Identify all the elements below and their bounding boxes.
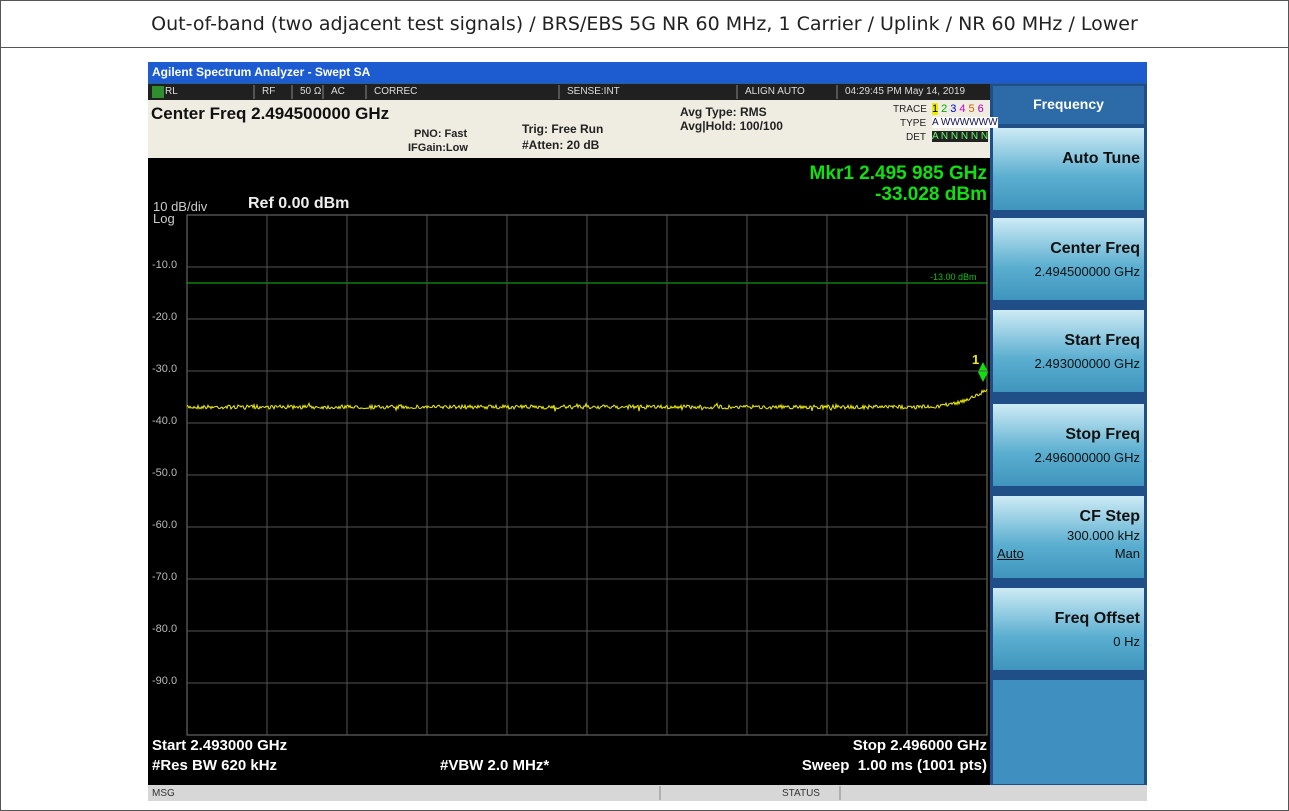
trace-number: 4 <box>959 103 966 115</box>
scale: 10 dB/div <box>153 199 208 214</box>
softkey[interactable]: CF Step 300.000 kHz Auto Man <box>993 496 1144 578</box>
pno: PNO: Fast <box>414 128 468 140</box>
softkey-value: 300.000 kHz <box>1067 528 1140 543</box>
y-label: -60.0 <box>152 519 178 531</box>
softkey-option: Auto <box>997 546 1024 561</box>
limit-label: -13.00 dBm <box>930 272 977 282</box>
softkey-label: Auto Tune <box>1062 150 1140 167</box>
menu-header <box>993 86 1144 124</box>
trace-number: 5 <box>968 103 975 115</box>
y-label: -30.0 <box>152 363 178 375</box>
stop-freq: Stop 2.496000 GHz <box>852 737 987 754</box>
center-freq: Center Freq 2.494500000 GHz <box>151 104 390 123</box>
softkey-label: Center Freq <box>1050 240 1140 257</box>
type-value: A WWWWWW <box>932 117 998 128</box>
softkey-value: 2.493000000 GHz <box>1034 356 1140 371</box>
status-item: SENSE:INT <box>567 86 620 97</box>
title-bar <box>148 62 1147 83</box>
settings-panel <box>148 100 990 158</box>
y-label: -90.0 <box>152 675 178 687</box>
softkey-value: 2.496000000 GHz <box>1034 450 1140 465</box>
softkey-value: 2.494500000 GHz <box>1034 264 1140 279</box>
atten: #Atten: 20 dB <box>522 138 600 152</box>
y-label: -80.0 <box>152 623 178 635</box>
status: STATUS <box>782 788 820 799</box>
y-label: -20.0 <box>152 311 178 323</box>
trig: Trig: Free Run <box>522 122 604 136</box>
scale-type: Log <box>153 211 175 226</box>
y-label: -40.0 <box>152 415 178 427</box>
softkey-label: Stop Freq <box>1065 426 1140 443</box>
softkey[interactable]: Center Freq 2.494500000 GHz <box>993 218 1144 300</box>
message-bar <box>148 785 1147 801</box>
softkey[interactable]: Auto Tune <box>993 128 1144 210</box>
trace-label: TRACE <box>893 104 927 115</box>
marker-readout: Mkr1 2.495 985 GHz <box>809 163 987 184</box>
status-bar <box>148 84 990 100</box>
trace-number: 2 <box>941 103 948 115</box>
y-label: -70.0 <box>152 571 178 583</box>
avg-type: Avg Type: RMS <box>680 105 767 119</box>
status-item: 50 Ω <box>300 86 322 97</box>
y-label: -10.0 <box>152 259 178 271</box>
menu-title: Frequency <box>1033 96 1104 112</box>
trace <box>186 389 988 412</box>
trace-number: 1 <box>932 103 939 115</box>
status-item: RF <box>262 86 276 97</box>
det-value: A N N N N N <box>932 131 989 142</box>
softkey[interactable]: Start Freq 2.493000000 GHz <box>993 310 1144 392</box>
trace-number: 6 <box>977 103 984 115</box>
type-label: TYPE <box>900 118 927 129</box>
softkey-label: CF Step <box>1079 508 1140 525</box>
y-label: -50.0 <box>152 467 178 479</box>
status-item: ALIGN AUTO <box>745 86 805 97</box>
display <box>148 158 990 785</box>
softkey-label: Start Freq <box>1064 332 1140 349</box>
det-label: DET <box>906 132 926 143</box>
softkey-value: 0 Hz <box>1113 634 1140 649</box>
blank-key <box>993 680 1144 784</box>
vbw: #VBW 2.0 MHz* <box>440 757 550 774</box>
softkey[interactable]: Stop Freq 2.496000000 GHz <box>993 404 1144 486</box>
softkey[interactable]: Freq Offset 0 Hz <box>993 588 1144 670</box>
avg-hold: Avg|Hold: 100/100 <box>680 119 783 133</box>
lxi-icon <box>152 86 164 98</box>
msg: MSG <box>152 788 175 799</box>
status-item: CORREC <box>374 86 418 97</box>
start-freq: Start 2.493000 GHz <box>152 737 288 754</box>
window-title: Agilent Spectrum Analyzer - Swept SA <box>152 65 371 79</box>
marker <box>978 362 988 382</box>
trace-number: 3 <box>950 103 957 115</box>
sweep: Sweep 1.00 ms (1001 pts) <box>801 757 987 774</box>
marker-level: -33.028 dBm <box>875 184 987 205</box>
status-item: RL <box>165 86 178 97</box>
ref-level: Ref 0.00 dBm <box>248 195 350 212</box>
ifgain: IFGain:Low <box>408 142 468 154</box>
status-item: AC <box>331 86 345 97</box>
res-bw: #Res BW 620 kHz <box>152 757 278 774</box>
marker-id: 1 <box>972 352 980 367</box>
softkey-option: Man <box>1114 546 1140 561</box>
status-item: 04:29:45 PM May 14, 2019 <box>845 86 966 97</box>
softkey-label: Freq Offset <box>1054 610 1140 627</box>
